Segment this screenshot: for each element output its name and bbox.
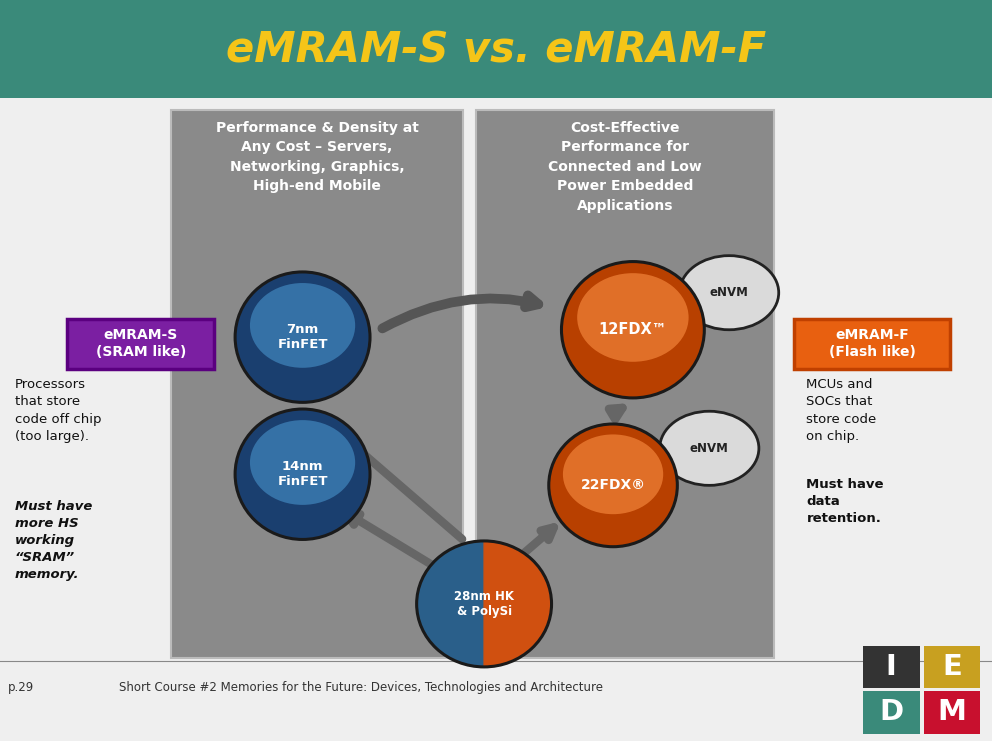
Polygon shape bbox=[484, 541, 552, 667]
Text: Performance & Density at
Any Cost – Servers,
Networking, Graphics,
High-end Mobi: Performance & Density at Any Cost – Serv… bbox=[215, 121, 419, 193]
Text: Must have
data
retention.: Must have data retention. bbox=[806, 478, 884, 525]
Text: M: M bbox=[937, 699, 966, 726]
Bar bbox=[863, 646, 920, 688]
Text: MCUs and
SOCs that
store code
on chip.: MCUs and SOCs that store code on chip. bbox=[806, 378, 877, 443]
Ellipse shape bbox=[577, 273, 688, 362]
Bar bbox=[0, 0, 992, 98]
Bar bbox=[476, 110, 774, 658]
Polygon shape bbox=[417, 541, 484, 667]
Ellipse shape bbox=[562, 434, 664, 514]
Text: D: D bbox=[879, 699, 904, 726]
Text: 12FDX™: 12FDX™ bbox=[599, 322, 667, 337]
Bar bbox=[924, 691, 980, 734]
FancyBboxPatch shape bbox=[794, 319, 950, 369]
Text: eNVM: eNVM bbox=[689, 442, 729, 455]
Text: Cost-Effective
Performance for
Connected and Low
Power Embedded
Applications: Cost-Effective Performance for Connected… bbox=[549, 121, 701, 213]
Ellipse shape bbox=[250, 420, 355, 505]
Text: eMRAM-S vs. eMRAM-F: eMRAM-S vs. eMRAM-F bbox=[226, 30, 766, 71]
Text: Must have
more HS
working
“SRAM”
memory.: Must have more HS working “SRAM” memory. bbox=[15, 500, 92, 581]
Ellipse shape bbox=[561, 262, 704, 398]
Ellipse shape bbox=[549, 424, 678, 547]
Text: Processors
that store
code off chip
(too large).: Processors that store code off chip (too… bbox=[15, 378, 101, 443]
Text: 14nm
FinFET: 14nm FinFET bbox=[278, 460, 327, 488]
Text: 28nm HK
& PolySi: 28nm HK & PolySi bbox=[454, 590, 514, 618]
Text: p.29: p.29 bbox=[8, 681, 34, 694]
Text: eNVM: eNVM bbox=[709, 286, 749, 299]
Text: I: I bbox=[886, 654, 897, 681]
Bar bbox=[171, 110, 463, 658]
Text: eMRAM-F
(Flash like): eMRAM-F (Flash like) bbox=[828, 328, 916, 359]
Text: 22FDX®: 22FDX® bbox=[580, 479, 646, 492]
Text: eMRAM-S
(SRAM like): eMRAM-S (SRAM like) bbox=[95, 328, 186, 359]
Bar bbox=[924, 646, 980, 688]
Ellipse shape bbox=[250, 283, 355, 368]
Bar bbox=[863, 691, 920, 734]
Text: E: E bbox=[941, 654, 962, 681]
Ellipse shape bbox=[235, 272, 370, 402]
Circle shape bbox=[660, 411, 759, 485]
Ellipse shape bbox=[235, 409, 370, 539]
Text: Short Course #2 Memories for the Future: Devices, Technologies and Architecture: Short Course #2 Memories for the Future:… bbox=[119, 681, 603, 694]
Text: 7nm
FinFET: 7nm FinFET bbox=[278, 323, 327, 351]
Circle shape bbox=[680, 256, 779, 330]
FancyBboxPatch shape bbox=[67, 319, 214, 369]
